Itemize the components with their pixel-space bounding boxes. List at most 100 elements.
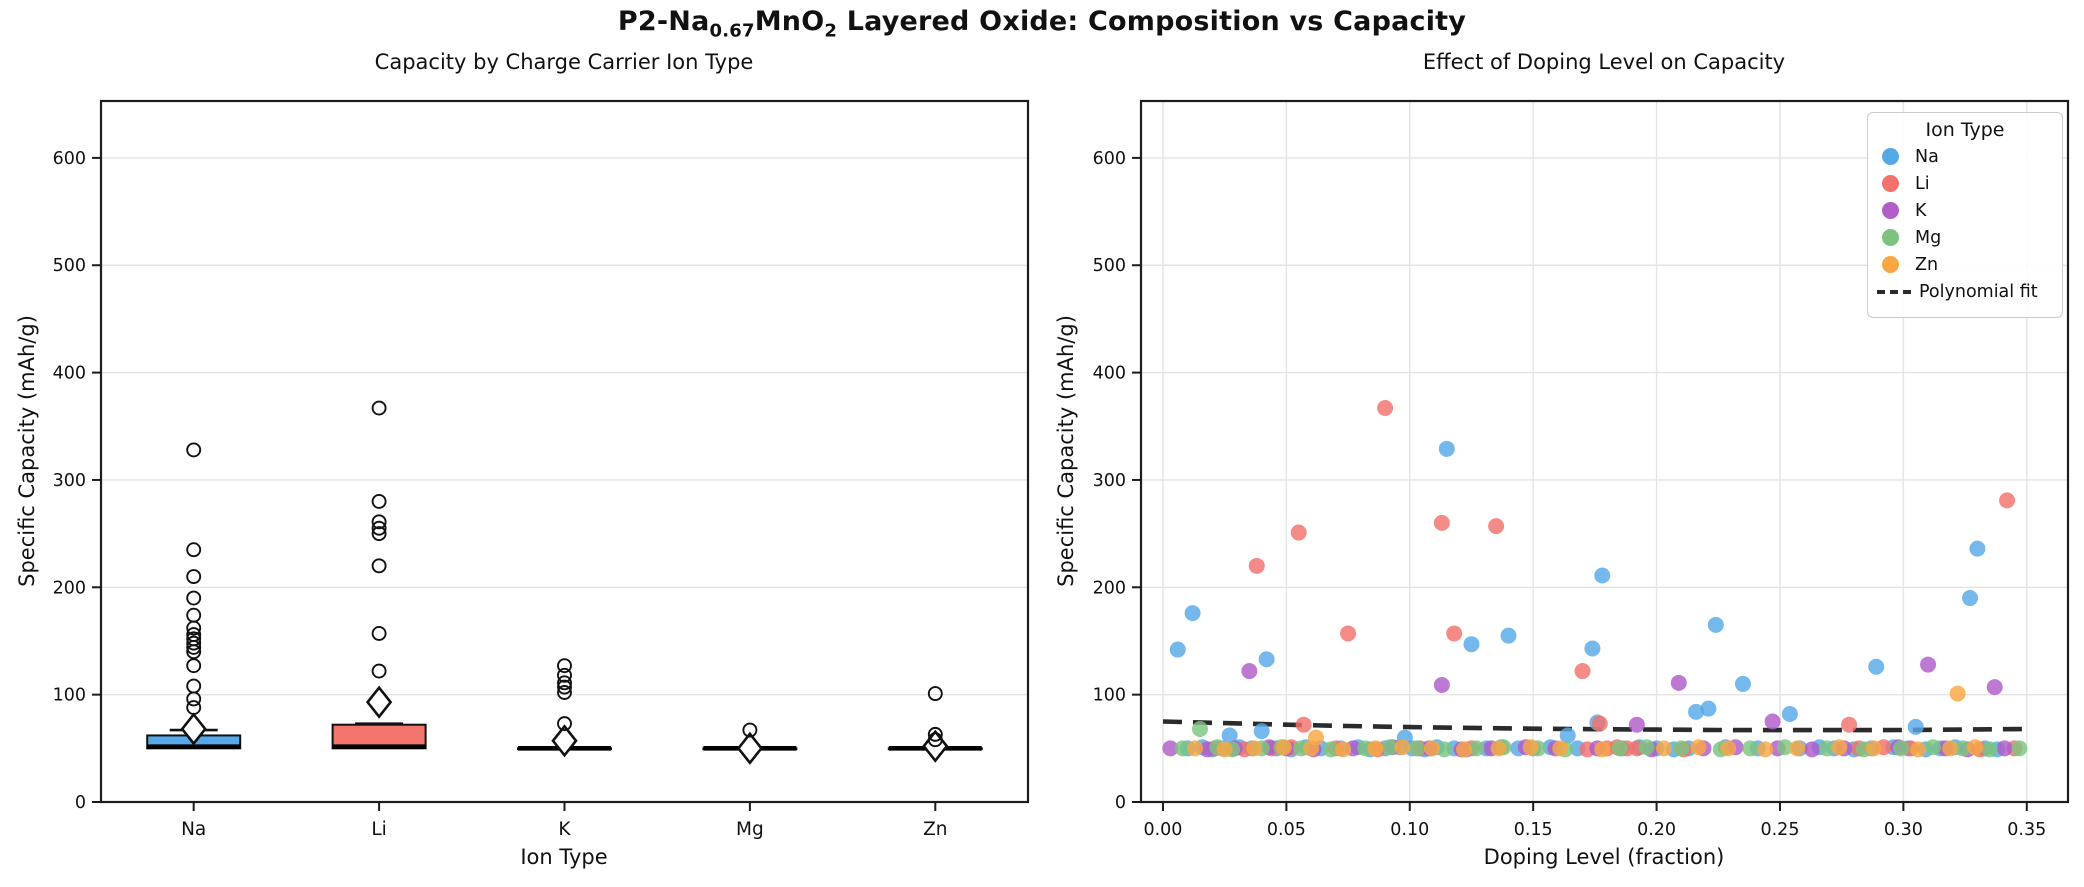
outlier-point [186, 678, 202, 694]
outlier-point [927, 726, 943, 742]
data-point-k [1433, 676, 1450, 693]
data-point-li [1488, 518, 1505, 535]
outlier-point [371, 663, 387, 679]
data-point-zn [1831, 739, 1848, 756]
outlier-point [927, 732, 943, 748]
series-na [1169, 440, 2006, 758]
outlier-point [371, 400, 387, 416]
x-tick-label: 0.05 [1267, 820, 1306, 840]
data-point-zn [1490, 740, 1507, 757]
outlier-point [186, 635, 202, 651]
data-point-na [1688, 703, 1705, 720]
x-tick-label: 0.10 [1390, 820, 1429, 840]
y-tick-label: 200 [53, 578, 86, 598]
li-marker-icon [1882, 175, 1899, 192]
data-point-na [1707, 616, 1724, 633]
data-point-zn [1966, 739, 1983, 756]
outlier-point [557, 667, 572, 683]
data-point-zn [1522, 739, 1539, 756]
data-point-na [1868, 658, 1885, 675]
data-point-na [1221, 727, 1238, 744]
data-point-mg [1468, 740, 1485, 757]
data-point-zn [1690, 739, 1707, 756]
na-marker-icon [1882, 148, 1899, 165]
data-point-zn [1303, 740, 1320, 757]
y-tick-label: 100 [1093, 686, 1126, 706]
y-tick-label: 0 [1115, 793, 1126, 813]
outlier-point [186, 627, 202, 642]
data-point-na [1584, 640, 1601, 657]
zn-marker-icon [1882, 256, 1899, 273]
data-point-na [1438, 440, 1455, 457]
data-point-mg [1892, 740, 1909, 757]
data-point-mg [1742, 740, 1759, 757]
data-point-na [1184, 605, 1201, 622]
data-point-k [1628, 716, 1645, 733]
outlier-point [557, 675, 572, 691]
data-point-k [1162, 740, 1179, 757]
outlier-point [371, 514, 387, 530]
data-point-zn [1456, 741, 1473, 758]
outlier-point [186, 442, 202, 458]
data-point-zn [1594, 741, 1611, 758]
x-tick-label: Zn [923, 819, 947, 840]
outlier-point [927, 686, 943, 702]
y-tick-label: 400 [53, 364, 86, 384]
legend-item-mg: Mg [1868, 224, 2062, 251]
outlier-point [186, 700, 202, 715]
data-point-li [1377, 400, 1394, 417]
data-point-na [1463, 636, 1480, 653]
title-prefix: P2-Na [617, 6, 710, 37]
title-suffix: Layered Oxide: Composition vs Capacity [837, 6, 1467, 37]
data-point-zn [1910, 741, 1927, 758]
legend-item-zn: Zn [1868, 251, 2062, 278]
dashed-line-icon [1877, 289, 1911, 294]
outlier-point [186, 631, 202, 647]
data-point-k [1670, 674, 1687, 691]
outlier-point [742, 722, 758, 738]
outlier-point [186, 607, 202, 623]
scatter-title: Effect of Doping Level on Capacity [1422, 50, 1786, 74]
data-point-zn [1275, 739, 1292, 756]
data-point-na [1169, 641, 1186, 658]
data-point-zn [1655, 740, 1672, 757]
axes-frame [99, 99, 1030, 804]
data-point-zn [1187, 740, 1204, 757]
data-point-zn [1789, 740, 1806, 757]
axis-ticks: 0 100 200 300 400 500 600 0.00 0.05 0.10 0.15 0.20 0… [1093, 149, 2047, 840]
mean-diamond [180, 712, 207, 746]
outlier-point [371, 626, 387, 641]
mean-diamond [365, 685, 393, 719]
data-point-k [1996, 740, 2013, 757]
x-tick-label: Na [181, 819, 206, 840]
data-point-mg [1436, 741, 1453, 758]
data-point-mg [1382, 739, 1399, 756]
data-point-mg [1673, 740, 1690, 757]
x-tick-label: 0.15 [1514, 820, 1553, 840]
title-subscript-2: 2 [824, 20, 838, 42]
outlier-point [186, 542, 202, 558]
data-point-li [1574, 663, 1591, 680]
y-tick-label: 500 [1093, 256, 1126, 276]
gridlines [101, 157, 1028, 803]
y-tick-label: 0 [75, 793, 86, 813]
data-point-mg [1954, 740, 1971, 757]
data-point-zn [1942, 740, 1959, 757]
k-marker-icon [1882, 202, 1899, 219]
data-point-na [1559, 727, 1576, 744]
legend-item-na: Na [1868, 143, 2062, 170]
box-group-na [146, 442, 242, 750]
data-point-na [1253, 723, 1270, 740]
data-point-li [1295, 716, 1312, 733]
x-tick-label: 0.30 [1884, 820, 1923, 840]
x-tick-label: 0.25 [1760, 820, 1799, 840]
data-point-mg [2011, 740, 2028, 757]
data-point-k [1241, 663, 1258, 680]
data-point-na [1969, 540, 1986, 557]
data-point-mg [1191, 721, 1208, 738]
data-point-mg [1322, 741, 1339, 758]
outlier-point [371, 493, 387, 509]
data-point-li [1841, 716, 1858, 733]
data-point-li [1591, 715, 1608, 732]
